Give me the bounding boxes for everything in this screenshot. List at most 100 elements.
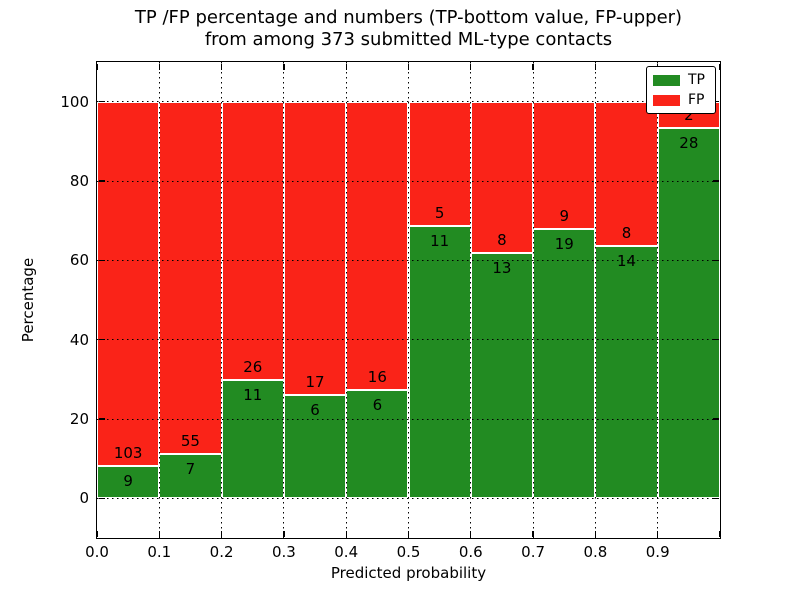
horizontal-gridline — [97, 180, 720, 182]
bar-tp-segment — [408, 225, 471, 499]
x-tick-label: 0.2 — [209, 543, 234, 561]
bar-fp-segment — [159, 101, 222, 454]
bar-tp-count-label: 7 — [185, 459, 196, 478]
bar-fp-count-label: 2 — [684, 106, 694, 125]
legend: TP FP — [646, 66, 716, 114]
legend-swatch-tp-icon — [653, 74, 680, 86]
x-tick-mark — [220, 530, 223, 537]
y-tick-label: 20 — [69, 410, 89, 428]
bar-fp-count-label: 9 — [559, 207, 570, 226]
bar-fp-count-label: 16 — [367, 368, 387, 387]
bar-tp-count-label: 11 — [243, 386, 263, 405]
x-tick-label: 0.5 — [396, 543, 421, 561]
x-tick-label: 0.6 — [458, 543, 483, 561]
bar-fp-count-label: 5 — [434, 203, 445, 222]
y-tick-label: 100 — [60, 92, 89, 111]
bar-tp-count-label: 19 — [554, 235, 574, 254]
x-tick-mark — [532, 530, 534, 537]
y-axis-label: Percentage — [19, 257, 37, 343]
legend-item-tp: TP — [653, 73, 709, 87]
x-tick-mark — [594, 530, 597, 537]
horizontal-gridline — [97, 339, 720, 341]
bar-tp-segment — [470, 252, 534, 499]
x-tick-label: 0.9 — [645, 543, 670, 561]
y-tick-label: 0 — [79, 489, 89, 508]
x-tick-label: 0.8 — [583, 543, 608, 561]
bar-fp-count-label: 103 — [113, 444, 143, 463]
legend-item-fp: FP — [653, 93, 709, 107]
legend-label-fp: FP — [688, 92, 705, 108]
x-tick-mark — [719, 530, 721, 537]
y-tick-mark — [98, 180, 105, 182]
vertical-gridline — [345, 62, 347, 538]
bar-tp-count-label: 14 — [617, 251, 637, 270]
bar-tp-count-label: 9 — [123, 472, 133, 491]
bar-fp-segment — [470, 101, 534, 253]
x-tick-mark — [96, 530, 98, 537]
bar-tp-count-label: 11 — [430, 231, 450, 250]
x-tick-mark-top — [532, 63, 534, 70]
vertical-gridline — [221, 62, 223, 538]
x-tick-mark-top — [220, 63, 223, 70]
x-tick-label: 0.1 — [147, 543, 172, 561]
x-tick-mark — [407, 530, 410, 537]
x-tick-mark-top — [594, 63, 597, 70]
vertical-gridline — [158, 62, 160, 538]
y-tick-label: 80 — [69, 172, 89, 190]
y-tick-label: 40 — [69, 330, 89, 349]
x-tick-mark-top — [719, 63, 721, 70]
bar-fp-segment — [283, 101, 347, 395]
vertical-gridline — [408, 62, 409, 538]
x-tick-mark — [657, 530, 659, 537]
bar-tp-count-label: 28 — [679, 134, 699, 153]
bar-tp-count-label: 13 — [492, 258, 512, 277]
vertical-gridline — [470, 62, 472, 538]
horizontal-gridline — [97, 497, 720, 499]
bar-tp-segment — [159, 453, 222, 499]
x-tick-mark-top — [283, 63, 285, 70]
y-tick-mark-right — [712, 180, 719, 182]
legend-label-tp: TP — [688, 72, 705, 88]
legend-swatch-fp-icon — [653, 94, 680, 106]
vertical-gridline — [594, 62, 596, 538]
bar-tp-segment — [346, 390, 409, 499]
bar-tp-segment — [283, 394, 347, 499]
horizontal-gridline — [97, 418, 720, 420]
bar-fp-count-label: 8 — [497, 230, 507, 249]
x-tick-label: 0.7 — [521, 543, 546, 561]
bar-fp-segment — [97, 101, 160, 467]
vertical-gridline — [657, 62, 659, 538]
y-tick-mark-right — [712, 259, 719, 262]
y-tick-mark — [98, 338, 105, 341]
bar-fp-segment — [595, 101, 658, 246]
bar-fp-count-label: 26 — [243, 358, 263, 377]
horizontal-gridline — [97, 101, 720, 103]
x-tick-label: 0.3 — [271, 543, 296, 561]
bar-fp-count-label: 17 — [305, 372, 325, 391]
x-tick-mark-top — [470, 63, 472, 70]
bar-fp-count-label: 55 — [180, 431, 200, 450]
y-tick-mark — [98, 418, 105, 420]
x-tick-mark-top — [158, 63, 160, 70]
bar-tp-count-label: 6 — [372, 396, 383, 415]
y-tick-mark — [98, 259, 105, 262]
y-tick-mark — [98, 100, 105, 103]
vertical-gridline — [283, 62, 285, 538]
y-tick-label: 60 — [69, 251, 89, 270]
x-tick-label: 0.0 — [85, 543, 109, 561]
bar-fp-segment — [346, 101, 409, 391]
x-tick-mark-top — [407, 63, 410, 70]
bar-tp-segment — [533, 229, 596, 499]
x-tick-mark — [470, 530, 472, 537]
bar-fp-segment — [221, 101, 284, 381]
vertical-gridline — [532, 62, 534, 538]
x-tick-mark-top — [345, 63, 347, 70]
y-tick-mark-right — [712, 338, 719, 341]
bar-tp-segment — [657, 128, 720, 499]
x-tick-mark — [283, 530, 285, 537]
chart-title-line-2: from among 373 submitted ML-type contact… — [204, 29, 613, 50]
y-tick-mark-right — [712, 418, 719, 420]
bar-tp-segment — [221, 380, 284, 499]
bar-tp-count-label: 6 — [310, 400, 320, 419]
